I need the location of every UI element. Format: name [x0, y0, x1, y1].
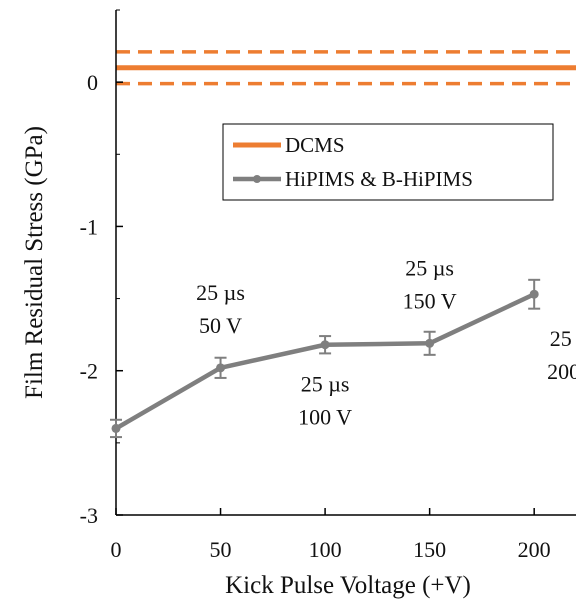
- x-tick-label: 50: [210, 537, 232, 562]
- y-tick-label: 0: [87, 70, 98, 95]
- legend-hipims-label: HiPIMS & B-HiPIMS: [285, 167, 473, 191]
- y-axis-title: Film Residual Stress (GPa): [21, 126, 48, 399]
- annotation-text: 200 V: [547, 359, 576, 384]
- annotation-text: 25 µs: [196, 280, 245, 305]
- data-point: [216, 363, 226, 373]
- x-tick-label: 0: [111, 537, 122, 562]
- legend: DCMS HiPIMS & B-HiPIMS: [222, 123, 554, 201]
- hipims-series: [110, 278, 541, 439]
- legend-dcms-label: DCMS: [285, 133, 345, 157]
- annotation-text: 50 V: [199, 313, 242, 338]
- legend-box: [222, 123, 554, 201]
- x-tick-label: 200: [518, 537, 551, 562]
- data-point: [529, 289, 539, 299]
- x-tick-label: 150: [413, 537, 446, 562]
- x-tick-label: 100: [309, 537, 342, 562]
- annotations: 25 µs 50 V 25 µs 100 V 25 µs 150 V 25 µs 200 V: [196, 255, 576, 429]
- dcms-band: [116, 50, 576, 86]
- annotation-text: 150 V: [403, 288, 457, 313]
- y-tick-label: -3: [80, 503, 98, 528]
- data-point: [111, 423, 121, 433]
- annotation-text: 25 µs: [405, 255, 454, 280]
- data-point: [320, 340, 330, 350]
- y-tick-label: -1: [80, 214, 98, 239]
- legend-hipims-marker: [253, 175, 261, 183]
- annotation-text: 25 µs: [301, 372, 350, 397]
- annotation-text: 100 V: [298, 405, 352, 430]
- y-tick-label: -2: [80, 359, 98, 384]
- annotation-text: 25 µs: [550, 326, 576, 351]
- axes: -3 -2 -1 0 0 50 100 150 200: [80, 9, 576, 562]
- x-axis-title: Kick Pulse Voltage (+V): [225, 572, 471, 599]
- data-point: [425, 338, 435, 348]
